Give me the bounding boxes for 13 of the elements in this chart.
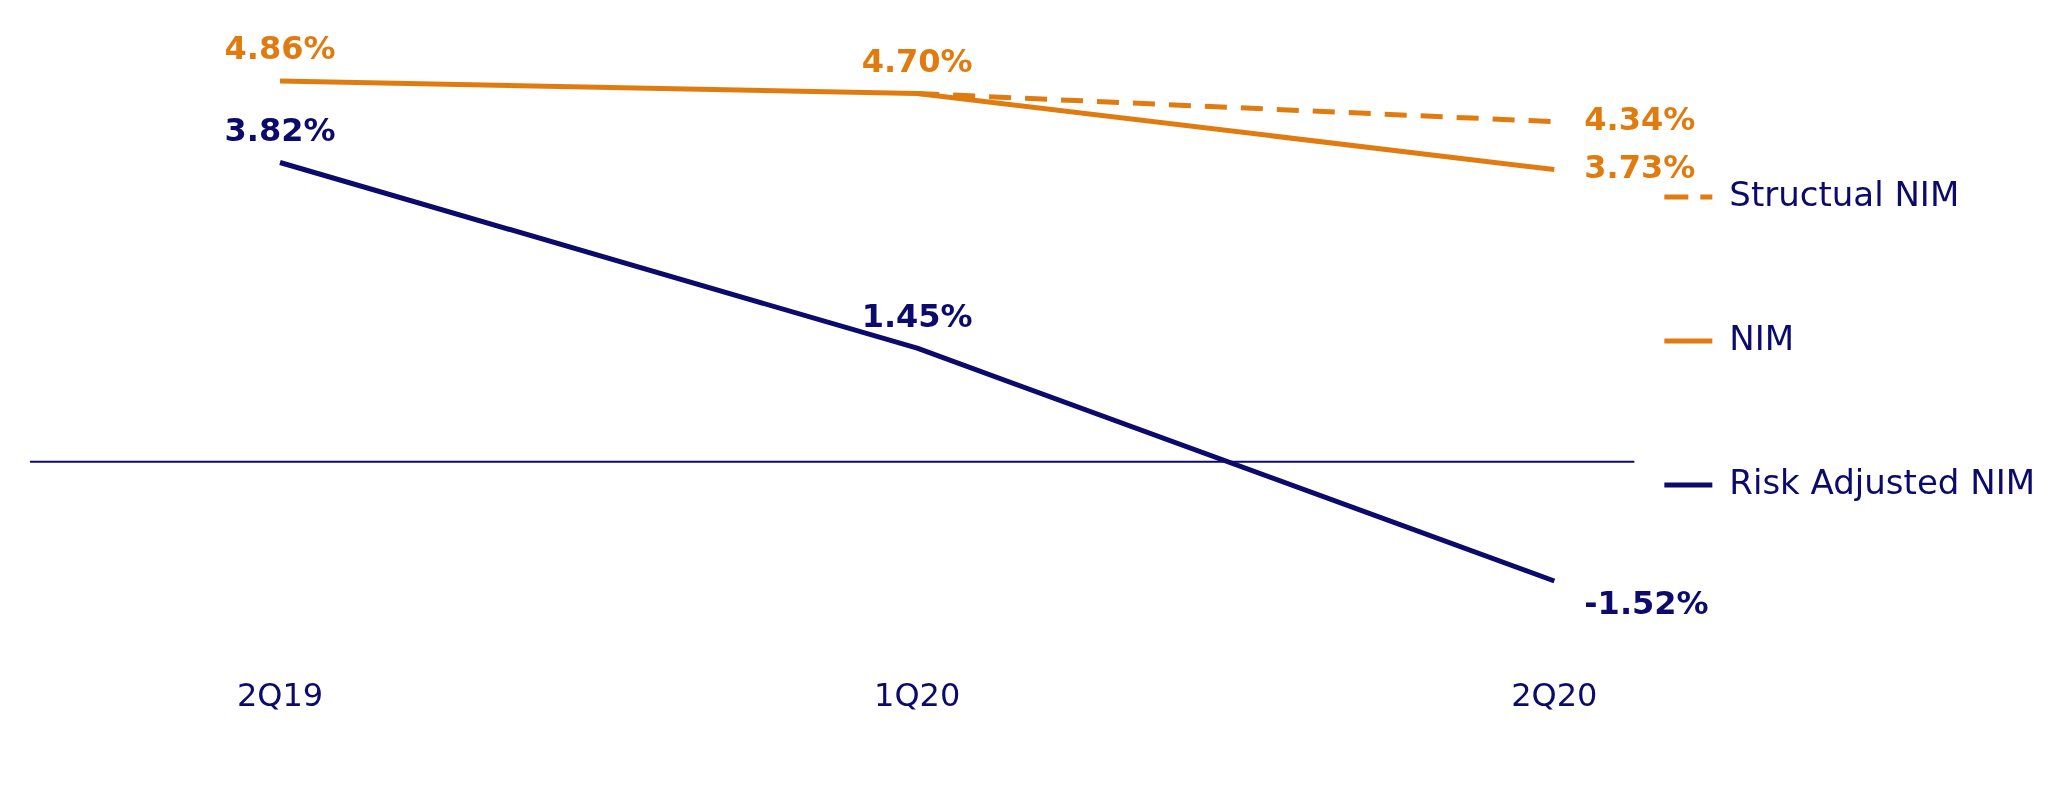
legend-label: Structual NIM — [1729, 173, 1960, 214]
data-label: -1.52% — [1584, 584, 1709, 623]
data-label: 4.34% — [1584, 100, 1696, 139]
legend-label: NIM — [1729, 317, 1795, 358]
data-label: 3.82% — [224, 110, 336, 149]
legend-label: Risk Adjusted NIM — [1729, 461, 2035, 502]
x-tick-label: 2Q20 — [1511, 676, 1598, 715]
data-label: 3.73% — [1584, 147, 1696, 186]
x-tick-label: 2Q19 — [236, 676, 324, 715]
data-label: 4.70% — [861, 41, 973, 80]
x-tick-label: 1Q20 — [874, 676, 961, 715]
data-label: 1.45% — [861, 296, 973, 335]
data-label: 4.86% — [224, 29, 336, 68]
